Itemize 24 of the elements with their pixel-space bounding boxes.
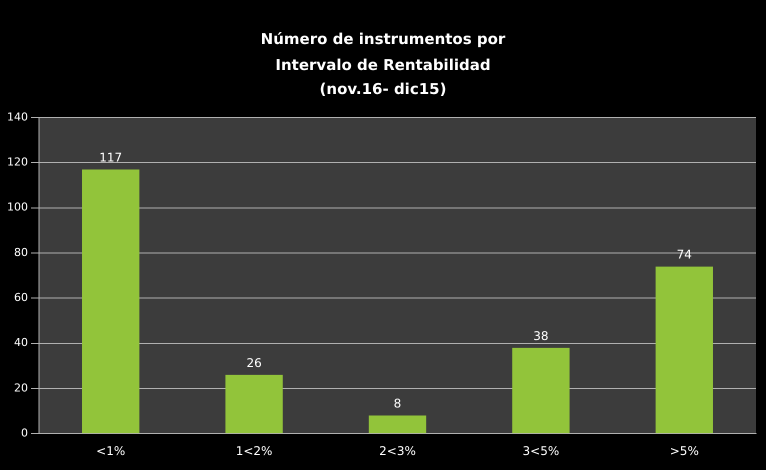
- chart-title: Número de instrumentos por Intervalo de Rentabilidad: [260, 29, 506, 76]
- data-label: 8: [394, 396, 402, 411]
- data-label: 38: [533, 328, 549, 343]
- y-tick-label: 100: [6, 200, 28, 214]
- bar: [368, 416, 426, 434]
- y-tick-label: 120: [6, 156, 28, 169]
- y-tick-label: 0: [20, 426, 28, 440]
- y-tick-label: 140: [6, 110, 28, 124]
- y-tick-label: 20: [14, 381, 28, 394]
- bar: [225, 374, 283, 434]
- x-tick-label: >5%: [670, 444, 699, 458]
- x-tick-label: 3<5%: [522, 444, 560, 458]
- y-tick-label: 60: [14, 291, 28, 304]
- data-label: 26: [246, 356, 262, 370]
- x-tick-label: 1<2%: [236, 444, 272, 458]
- data-label: 117: [99, 150, 122, 165]
- x-tick-label: 2<3%: [379, 444, 416, 458]
- bar: [512, 348, 570, 434]
- chart-subtitle: (nov.16- dic15): [318, 80, 448, 98]
- x-tick-label: <1%: [96, 444, 126, 458]
- bar: [82, 170, 140, 434]
- y-tick-label: 80: [14, 246, 28, 259]
- y-tick-label: 40: [14, 336, 28, 350]
- bar: [656, 266, 713, 434]
